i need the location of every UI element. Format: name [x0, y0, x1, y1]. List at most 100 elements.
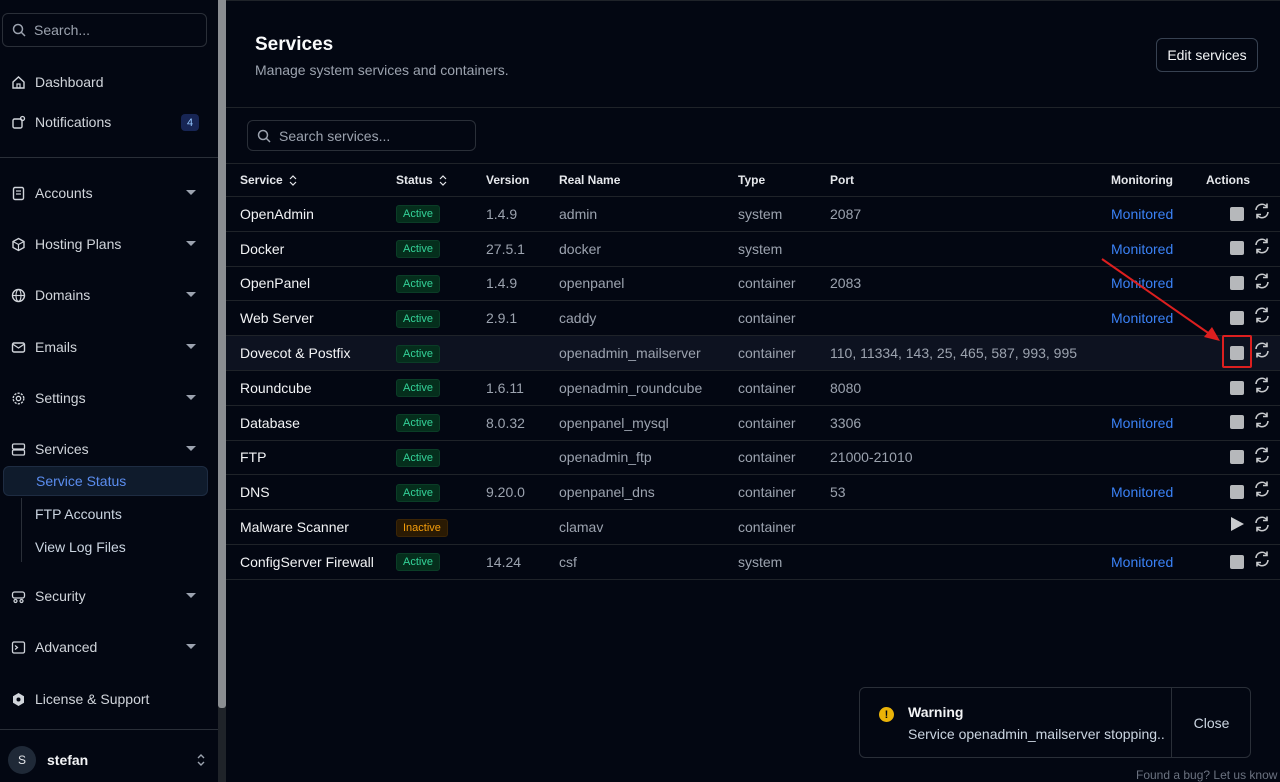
status-cell: Active [396, 440, 486, 475]
stop-service-button[interactable] [1229, 414, 1245, 430]
status-cell: Active [396, 197, 486, 232]
services-table: Service Status Version Real Name Type Po… [226, 163, 1280, 580]
sidebar-item-services[interactable]: Services [0, 433, 208, 465]
real-name-cell: openpanel_mysql [559, 414, 669, 431]
table-row: OpenPanel Active 1.4.9 openpanel container 20… [226, 266, 1280, 301]
column-header-service[interactable]: Service [226, 164, 396, 197]
home-icon [10, 74, 26, 90]
restart-service-button[interactable] [1253, 342, 1271, 362]
restart-service-button[interactable] [1253, 377, 1271, 397]
restart-service-button[interactable] [1253, 480, 1271, 503]
sidebar-item-advanced[interactable]: Advanced [0, 631, 208, 663]
monitored-link[interactable]: Monitored [1111, 414, 1174, 431]
notification-icon [10, 114, 26, 130]
stop-service-button[interactable] [1229, 554, 1245, 570]
port-cell: 3306 [830, 414, 862, 431]
status-badge: Active [396, 483, 440, 502]
search-icon [257, 129, 271, 143]
restart-service-button[interactable] [1253, 411, 1271, 434]
report-bug-link[interactable]: Found a bug? Let us know [1136, 768, 1278, 782]
sidebar-subitem-ftp-accounts[interactable]: FTP Accounts [35, 506, 122, 522]
sidebar-item-accounts[interactable]: Accounts [0, 177, 208, 209]
stop-service-button[interactable] [1229, 345, 1245, 361]
restart-service-button[interactable] [1253, 306, 1271, 329]
version-cell: 1.6.11 [486, 379, 524, 396]
column-header-version: Version [486, 173, 530, 187]
status-cell: Active [396, 544, 486, 579]
sidebar-item-dashboard[interactable]: Dashboard [0, 66, 208, 98]
monitored-link[interactable]: Monitored [1111, 484, 1174, 501]
stop-service-button[interactable] [1229, 310, 1245, 326]
stop-icon [1230, 310, 1244, 325]
toast-title: Warning [908, 704, 964, 720]
sidebar-scrollbar[interactable] [218, 0, 226, 782]
restart-service-button[interactable] [1253, 273, 1271, 292]
service-name: Web Server [240, 310, 314, 327]
status-cell: Active [396, 475, 486, 510]
sidebar-item-hosting-plans[interactable]: Hosting Plans [0, 228, 208, 260]
type-cell: container [738, 379, 796, 396]
user-menu[interactable]: S stefan [0, 742, 218, 778]
user-name: stefan [47, 752, 89, 768]
submenu-guide-line [21, 498, 22, 562]
stop-service-button[interactable] [1229, 449, 1245, 465]
status-badge: Active [396, 448, 440, 467]
version-cell [486, 336, 559, 371]
sidebar: Search... Dashboard Notifications 4 Acco… [0, 0, 218, 782]
monitored-link[interactable]: Monitored [1111, 553, 1174, 570]
sidebar-subitem-view-log-files[interactable]: View Log Files [35, 539, 126, 555]
sidebar-item-emails[interactable]: Emails [0, 331, 208, 363]
restart-service-button[interactable] [1253, 516, 1271, 536]
sidebar-divider [0, 729, 218, 730]
type-cell: system [738, 553, 783, 570]
start-service-button[interactable] [1229, 517, 1245, 535]
warning-toast: ! Warning Service openadmin_mailserver s… [859, 687, 1251, 758]
monitored-link[interactable]: Monitored [1111, 275, 1174, 292]
stop-service-button[interactable] [1229, 275, 1245, 291]
monitoring-cell: Monitored [1111, 544, 1206, 579]
status-badge: Inactive [396, 518, 448, 537]
edit-services-button[interactable]: Edit services [1156, 38, 1258, 72]
table-row: DNS Active 9.20.0 openpanel_dns container 53 M… [226, 475, 1280, 510]
search-services-input[interactable]: Search services... [247, 120, 476, 151]
stop-service-button[interactable] [1229, 484, 1245, 500]
version-cell: 8.0.32 [486, 414, 525, 431]
stop-icon [1230, 554, 1244, 569]
status-badge: Active [396, 274, 440, 293]
scrollbar-thumb[interactable] [218, 0, 226, 708]
sidebar-item-license-support[interactable]: License & Support [0, 683, 208, 715]
service-name: ConfigServer Firewall [240, 553, 374, 570]
monitored-link[interactable]: Monitored [1111, 205, 1174, 222]
stop-service-button[interactable] [1229, 380, 1245, 396]
refresh-icon [1253, 480, 1271, 503]
restart-service-button[interactable] [1253, 238, 1271, 257]
service-name: Dovecot & Postfix [240, 345, 351, 362]
service-name: OpenAdmin [240, 205, 314, 222]
type-cell: container [738, 275, 796, 292]
stop-service-button[interactable] [1229, 206, 1245, 222]
monitored-link[interactable]: Monitored [1111, 310, 1174, 327]
sidebar-subitem-service-status[interactable]: Service Status [3, 466, 208, 496]
stop-icon [1230, 345, 1244, 360]
sidebar-item-domains[interactable]: Domains [0, 279, 208, 311]
monitored-link[interactable]: Monitored [1111, 240, 1174, 257]
restart-service-button[interactable] [1253, 203, 1271, 223]
stop-service-button[interactable] [1229, 240, 1245, 256]
sidebar-item-settings[interactable]: Settings [0, 382, 208, 414]
sidebar-search-input[interactable]: Search... [2, 13, 207, 47]
type-cell: container [738, 414, 796, 431]
refresh-icon [1253, 411, 1271, 434]
toast-close-button[interactable]: Close [1193, 714, 1230, 731]
restart-service-button[interactable] [1253, 447, 1271, 466]
chevron-down-icon [186, 344, 196, 349]
sidebar-item-security[interactable]: Security [0, 580, 208, 612]
version-cell [486, 440, 559, 475]
restart-service-button[interactable] [1253, 551, 1271, 571]
chevron-down-icon [186, 241, 196, 246]
column-header-status[interactable]: Status [396, 164, 486, 197]
stop-icon [1230, 241, 1244, 256]
table-row: FTP Active openadmin_ftp container 21000-210… [226, 440, 1280, 475]
sidebar-item-notifications[interactable]: Notifications 4 [0, 106, 208, 138]
refresh-icon [1253, 306, 1271, 329]
monitoring-cell: Monitored [1111, 405, 1206, 440]
